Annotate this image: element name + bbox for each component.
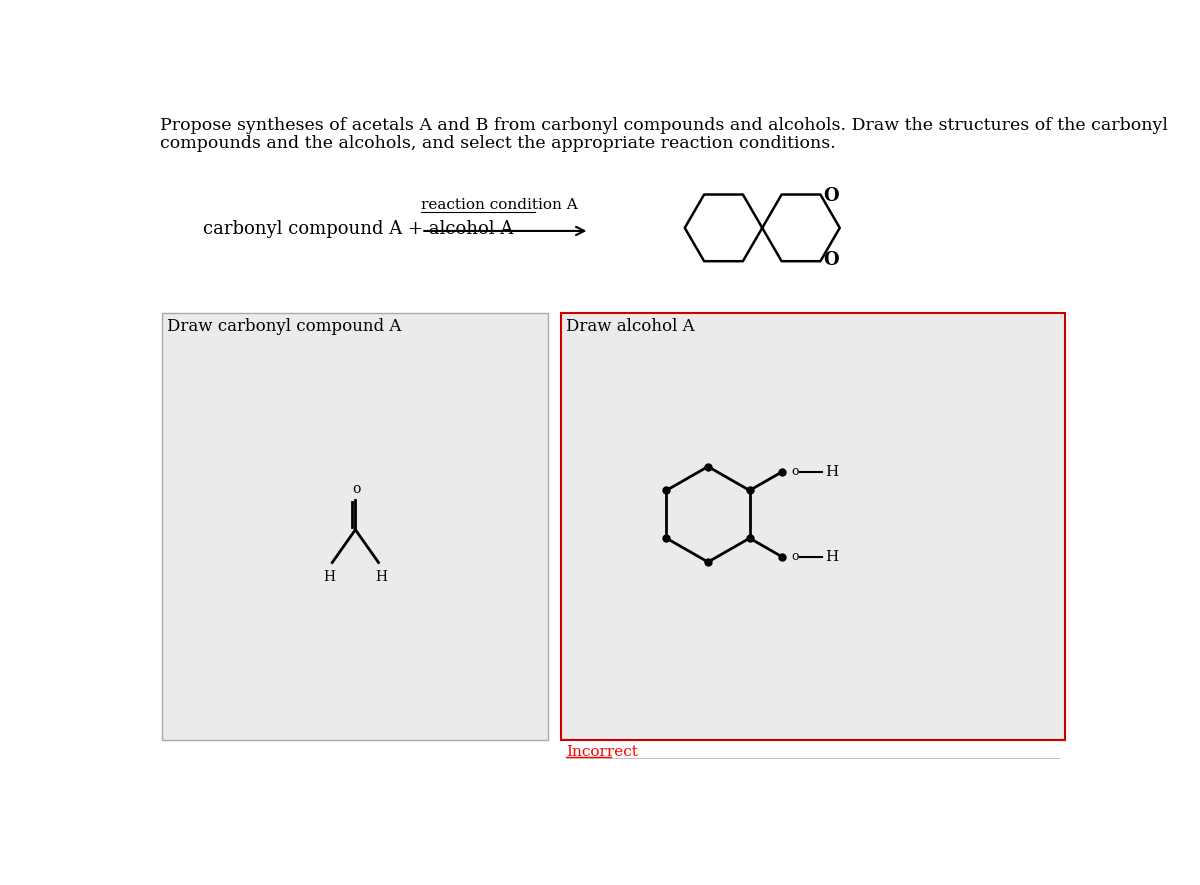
Bar	[560, 312, 1064, 740]
Text: o: o	[352, 481, 360, 496]
Text: H: H	[826, 465, 839, 479]
Text: Draw carbonyl compound A: Draw carbonyl compound A	[167, 318, 402, 335]
Text: H: H	[376, 570, 388, 584]
Text: Propose syntheses of acetals A and B from carbonyl compounds and alcohols. Draw : Propose syntheses of acetals A and B fro…	[160, 117, 1168, 134]
Text: O: O	[823, 250, 839, 269]
Text: O: O	[823, 187, 839, 205]
Text: Incorrect: Incorrect	[566, 744, 638, 758]
Text: reaction condition A: reaction condition A	[421, 198, 578, 212]
Text: H: H	[323, 570, 335, 584]
Text: o: o	[791, 550, 799, 563]
Text: Draw alcohol A: Draw alcohol A	[566, 318, 695, 335]
Bar	[162, 312, 547, 740]
Text: H: H	[826, 550, 839, 564]
Text: o: o	[791, 466, 799, 479]
Text: compounds and the alcohols, and select the appropriate reaction conditions.: compounds and the alcohols, and select t…	[160, 135, 836, 152]
Text: carbonyl compound A + alcohol A: carbonyl compound A + alcohol A	[203, 220, 514, 238]
